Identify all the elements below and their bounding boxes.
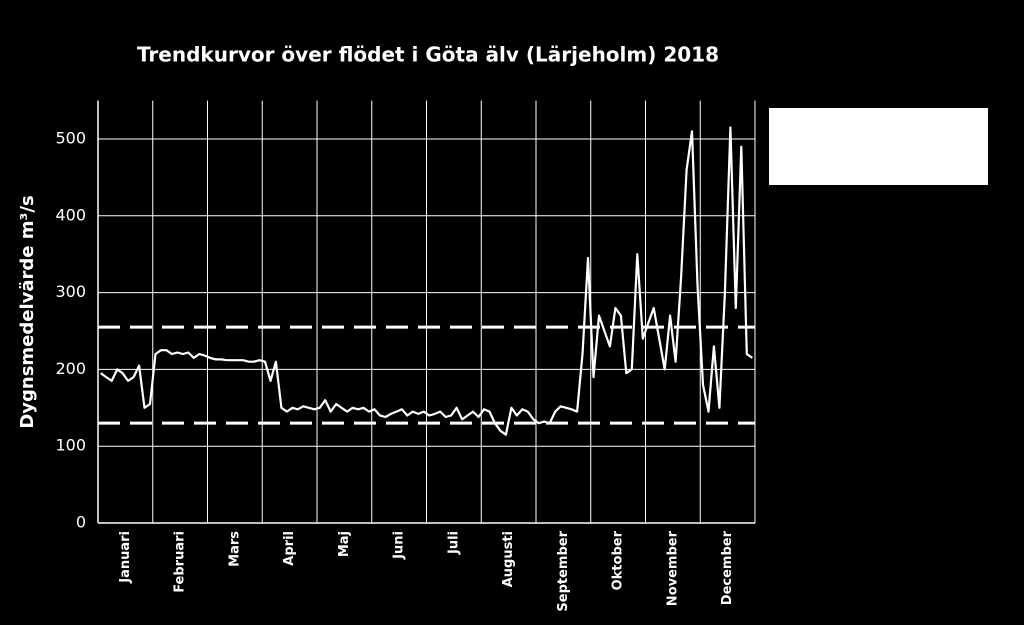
flow-line bbox=[100, 126, 753, 436]
y-axis-label: Dygnsmedelvärde m³/s bbox=[17, 195, 38, 428]
x-tick-label: Juli bbox=[446, 531, 461, 555]
x-tick-label: April bbox=[282, 531, 297, 566]
x-tick-label: December bbox=[720, 530, 735, 605]
x-tick-label: November bbox=[665, 530, 680, 606]
x-tick-label: Maj bbox=[337, 531, 352, 557]
y-tick-label: 300 bbox=[55, 282, 86, 301]
x-tick-label: Juni bbox=[392, 531, 407, 560]
y-tick-label: 400 bbox=[55, 205, 86, 224]
x-tick-label: Januari bbox=[118, 531, 133, 584]
y-tick-label: 100 bbox=[55, 436, 86, 455]
x-tick-label: Mars bbox=[227, 531, 242, 567]
legend-box bbox=[769, 108, 988, 185]
y-tick-label: 500 bbox=[55, 129, 86, 148]
x-tick-label: Februari bbox=[173, 531, 188, 593]
chart-title: Trendkurvor över flödet i Göta älv (Lärj… bbox=[137, 43, 719, 67]
x-tick-label: Augusti bbox=[501, 531, 516, 587]
x-tick-label: Oktober bbox=[611, 530, 626, 590]
y-tick-label: 0 bbox=[76, 513, 86, 532]
y-tick-label: 200 bbox=[55, 359, 86, 378]
x-tick-label: September bbox=[556, 530, 571, 611]
